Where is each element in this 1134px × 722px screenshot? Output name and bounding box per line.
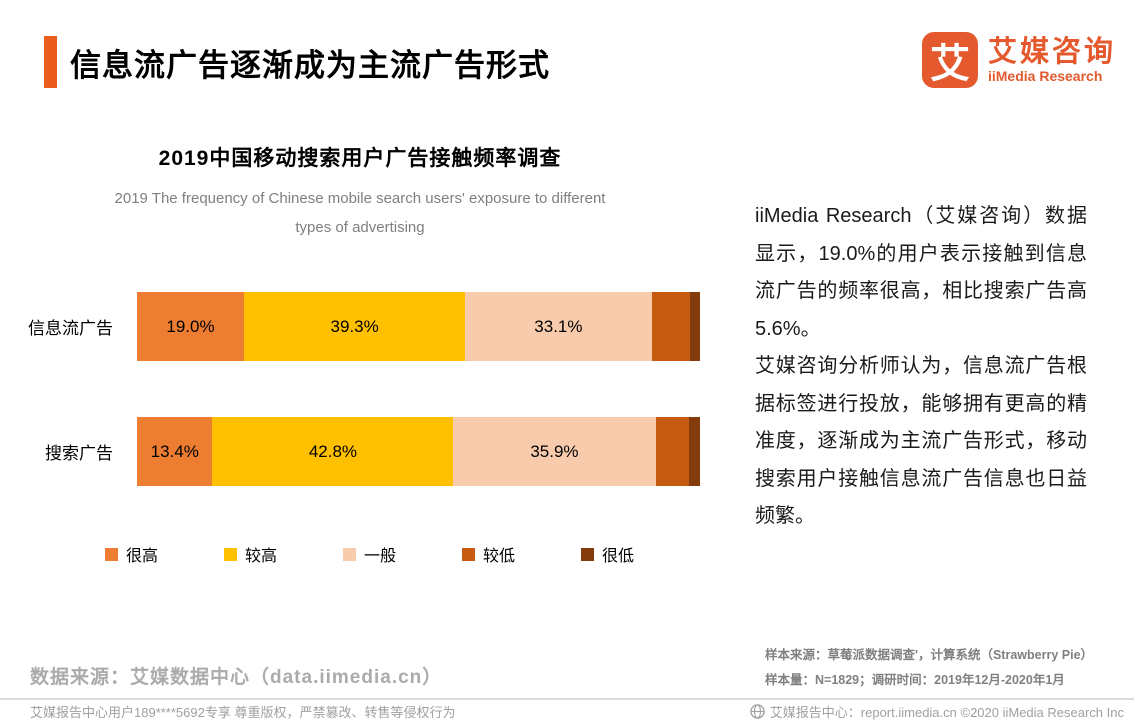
bar-segment-较低	[655, 417, 690, 486]
bar-category-label: 信息流广告	[28, 319, 113, 338]
sample-size-note: 样本量：N=1829；调研时间：2019年12月-2020年1月	[765, 673, 1065, 687]
chart-title: 2019中国移动搜索用户广告接触频率调查	[158, 147, 562, 170]
legend-swatch	[581, 547, 594, 561]
bar-segment-较低	[651, 292, 690, 361]
bar-segment-很低	[689, 417, 700, 486]
footer-source: 艾媒报告中心：report.iimedia.cn ©2020 iiMedia R…	[750, 702, 1124, 721]
footer-watermark-text: 艾媒报告中心用户189****5692专享 尊重版权，严禁篡改、转售等侵权行为	[30, 704, 456, 720]
stacked-bar-chart: 2019中国移动搜索用户广告接触频率调查 2019 The frequency …	[20, 142, 700, 566]
legend-swatch	[224, 547, 237, 561]
legend-label: 较低	[483, 548, 516, 565]
chart-legend: 很高 较高 一般 较低 很低	[105, 542, 700, 566]
bar-category-label: 搜索广告	[45, 444, 113, 463]
analysis-text-block: iiMedia Research（艾媒咨询）数据显示，19.0%的用户表示接触到…	[755, 198, 1087, 536]
analysis-paragraph-1: iiMedia Research（艾媒咨询）数据显示，19.0%的用户表示接触到…	[755, 205, 1087, 340]
bar-segment-较高: 39.3%	[243, 292, 466, 361]
bar-track: 13.4% 42.8% 35.9%	[137, 417, 700, 486]
bar-segment-一般: 35.9%	[453, 417, 656, 486]
iimedia-logo: 艾 艾媒咨询 iiMedia Research	[921, 32, 1116, 88]
bar-segment-一般: 33.1%	[465, 292, 652, 361]
footer-site-text: 艾媒报告中心：report.iimedia.cn ©2020 iiMedia R…	[769, 704, 1124, 720]
legend-label: 一般	[364, 548, 397, 565]
legend-label: 较高	[245, 548, 278, 565]
legend-item-较高: 较高	[224, 542, 343, 566]
logo-text: 艾媒咨询 iiMedia Research	[988, 36, 1116, 84]
data-source-note: 数据来源：艾媒数据中心（data.iimedia.cn）	[30, 667, 443, 688]
bar-row: 搜索广告 13.4% 42.8% 35.9%	[20, 417, 700, 486]
legend-item-很低: 很低	[581, 542, 700, 566]
legend-item-很高: 很高	[105, 542, 224, 566]
bar-row: 信息流广告 19.0% 39.3% 33.1%	[20, 292, 700, 361]
legend-label: 很低	[602, 548, 635, 565]
bar-segment-很低	[689, 292, 700, 361]
page-title: 信息流广告逐渐成为主流广告形式	[70, 48, 550, 83]
legend-item-一般: 一般	[343, 542, 462, 566]
footer: 艾媒报告中心用户189****5692专享 尊重版权，严禁篡改、转售等侵权行为 …	[0, 698, 1134, 722]
globe-icon	[750, 703, 765, 719]
logo-name-en: iiMedia Research	[987, 68, 1103, 84]
legend-swatch	[105, 547, 118, 561]
analysis-paragraph-2: 艾媒咨询分析师认为，信息流广告根据标签进行投放，能够拥有更高的精准度，逐渐成为主…	[755, 355, 1087, 527]
legend-swatch	[343, 547, 356, 561]
legend-label: 很高	[126, 548, 159, 565]
bar-segment-较高: 42.8%	[212, 417, 454, 486]
bar-segment-很高: 13.4%	[137, 417, 213, 486]
title-accent-bar	[44, 36, 57, 88]
sample-source-note: 样本来源：草莓派数据调查'，计算系统（Strawberry Pie）	[765, 648, 1094, 662]
sample-info-block: 样本来源：草莓派数据调查'，计算系统（Strawberry Pie） 样本量：N…	[765, 643, 1093, 693]
bar-track: 19.0% 39.3% 33.1%	[137, 292, 700, 361]
iimedia-logo-icon: 艾	[921, 32, 978, 88]
chart-subtitle: 2019 The frequency of Chinese mobile sea…	[114, 190, 606, 236]
chart-plot-area: 信息流广告 19.0% 39.3% 33.1% 搜索广告 13.4% 42.8% 35.9%	[20, 292, 700, 486]
legend-swatch	[462, 547, 475, 561]
legend-item-较低: 较低	[462, 542, 581, 566]
bar-segment-很高: 19.0%	[137, 292, 244, 361]
logo-name-cn: 艾媒咨询	[987, 36, 1116, 68]
